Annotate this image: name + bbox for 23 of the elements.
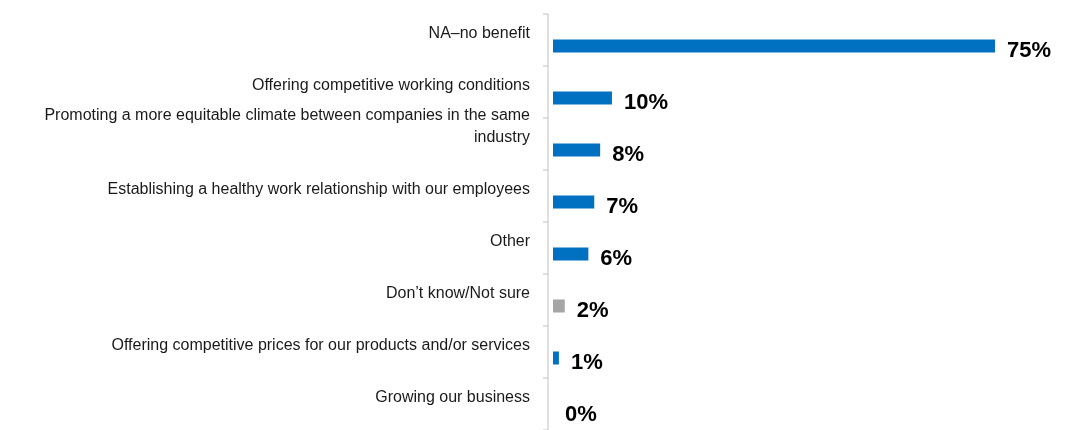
bar xyxy=(553,195,595,209)
y-tick-label: Offering competitive prices for our products and/or services xyxy=(111,336,530,353)
data-label: 6% xyxy=(600,245,633,270)
y-tick-label: Other xyxy=(489,232,531,249)
data-label: 75% xyxy=(1007,37,1052,62)
y-tick-label: Promoting a more equitable climate between companies in the same industry xyxy=(44,106,531,145)
y-tick-label: Growing our business xyxy=(375,388,530,405)
data-label: 0% xyxy=(565,401,597,426)
bar xyxy=(553,39,995,53)
bar xyxy=(553,247,589,261)
bar xyxy=(553,299,565,313)
y-tick-label: Offering competitive working conditions xyxy=(251,76,530,93)
bar xyxy=(553,91,612,105)
data-label: 2% xyxy=(576,297,609,322)
bar xyxy=(553,351,559,365)
data-label: 1% xyxy=(570,349,603,374)
y-tick-label: Establishing a healthy work relationship with our employees xyxy=(107,180,530,197)
y-tick-label: Don’t know/Not sure xyxy=(385,284,531,301)
data-label: 8% xyxy=(612,141,644,166)
data-label: 7% xyxy=(606,193,639,218)
data-label: 10% xyxy=(623,89,668,114)
y-tick-label: NA–no benefit xyxy=(428,24,531,41)
bar xyxy=(553,143,601,157)
